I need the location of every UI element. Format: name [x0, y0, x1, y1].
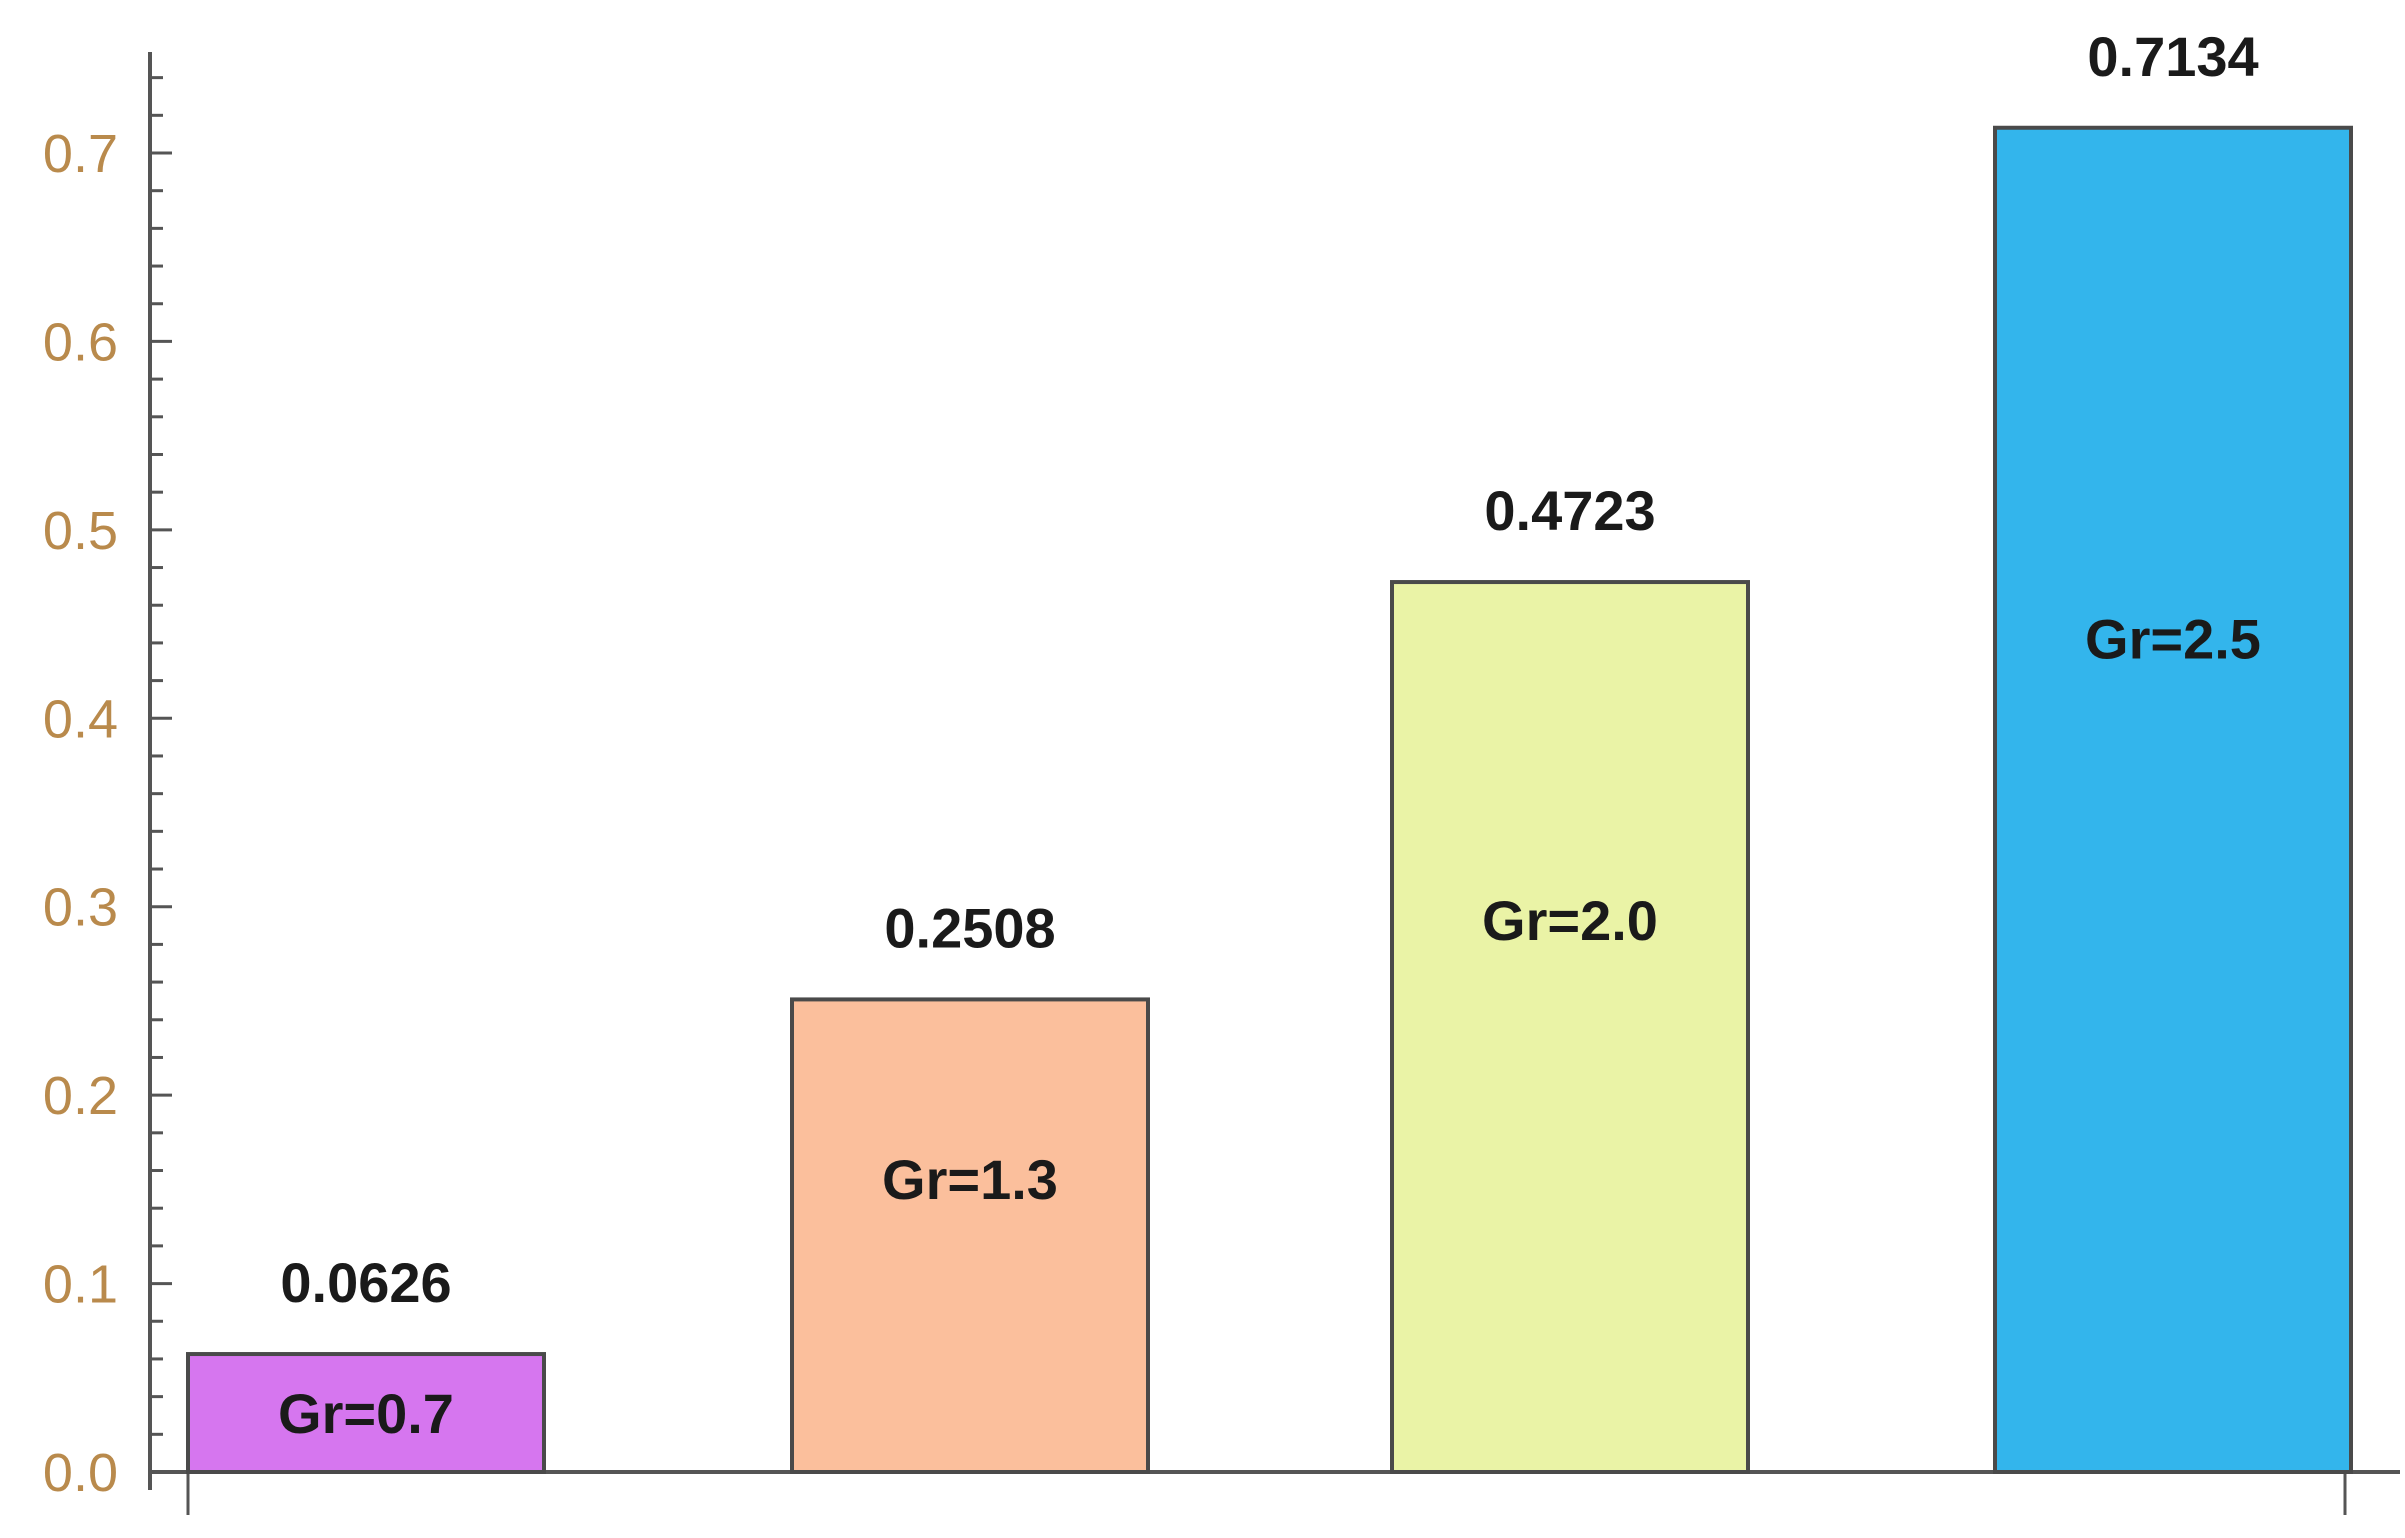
bar-value-label: 0.7134: [2087, 25, 2258, 88]
x-axis: [150, 1470, 2400, 1515]
y-tick-label: 0.4: [43, 689, 118, 749]
bar: [790, 997, 1150, 1474]
y-tick-label: 0.1: [43, 1255, 118, 1315]
bar-value-label: 0.0626: [280, 1251, 451, 1314]
y-tick-label: 0.3: [43, 878, 118, 938]
bar-category-label: Gr=2.0: [1482, 889, 1658, 952]
y-tick-label: 0.5: [43, 501, 118, 561]
y-tick-label: 0.7: [43, 124, 118, 184]
bar-value-label: 0.4723: [1484, 479, 1655, 542]
bars: 0.0626 Gr=0.7 0.2508 Gr=1.3 0.4723 Gr=2.0 0.71…: [186, 25, 2353, 1474]
bar: [1390, 580, 1750, 1474]
bar: [186, 1352, 546, 1474]
y-tick-label: 0.6: [43, 312, 118, 372]
bar-value-label: 0.2508: [884, 896, 1055, 959]
y-tick-label: 0.2: [43, 1066, 118, 1126]
y-axis: 0.0 0.1 0.2 0.3 0.4 0.5 0.6 0.7: [43, 52, 172, 1503]
bar-category-label: Gr=0.7: [278, 1382, 454, 1445]
bar-category-label: Gr=1.3: [882, 1148, 1058, 1211]
bar-category-label: Gr=2.5: [2085, 608, 2261, 671]
bar: [1993, 125, 2353, 1474]
y-tick-label: 0.0: [43, 1443, 118, 1503]
